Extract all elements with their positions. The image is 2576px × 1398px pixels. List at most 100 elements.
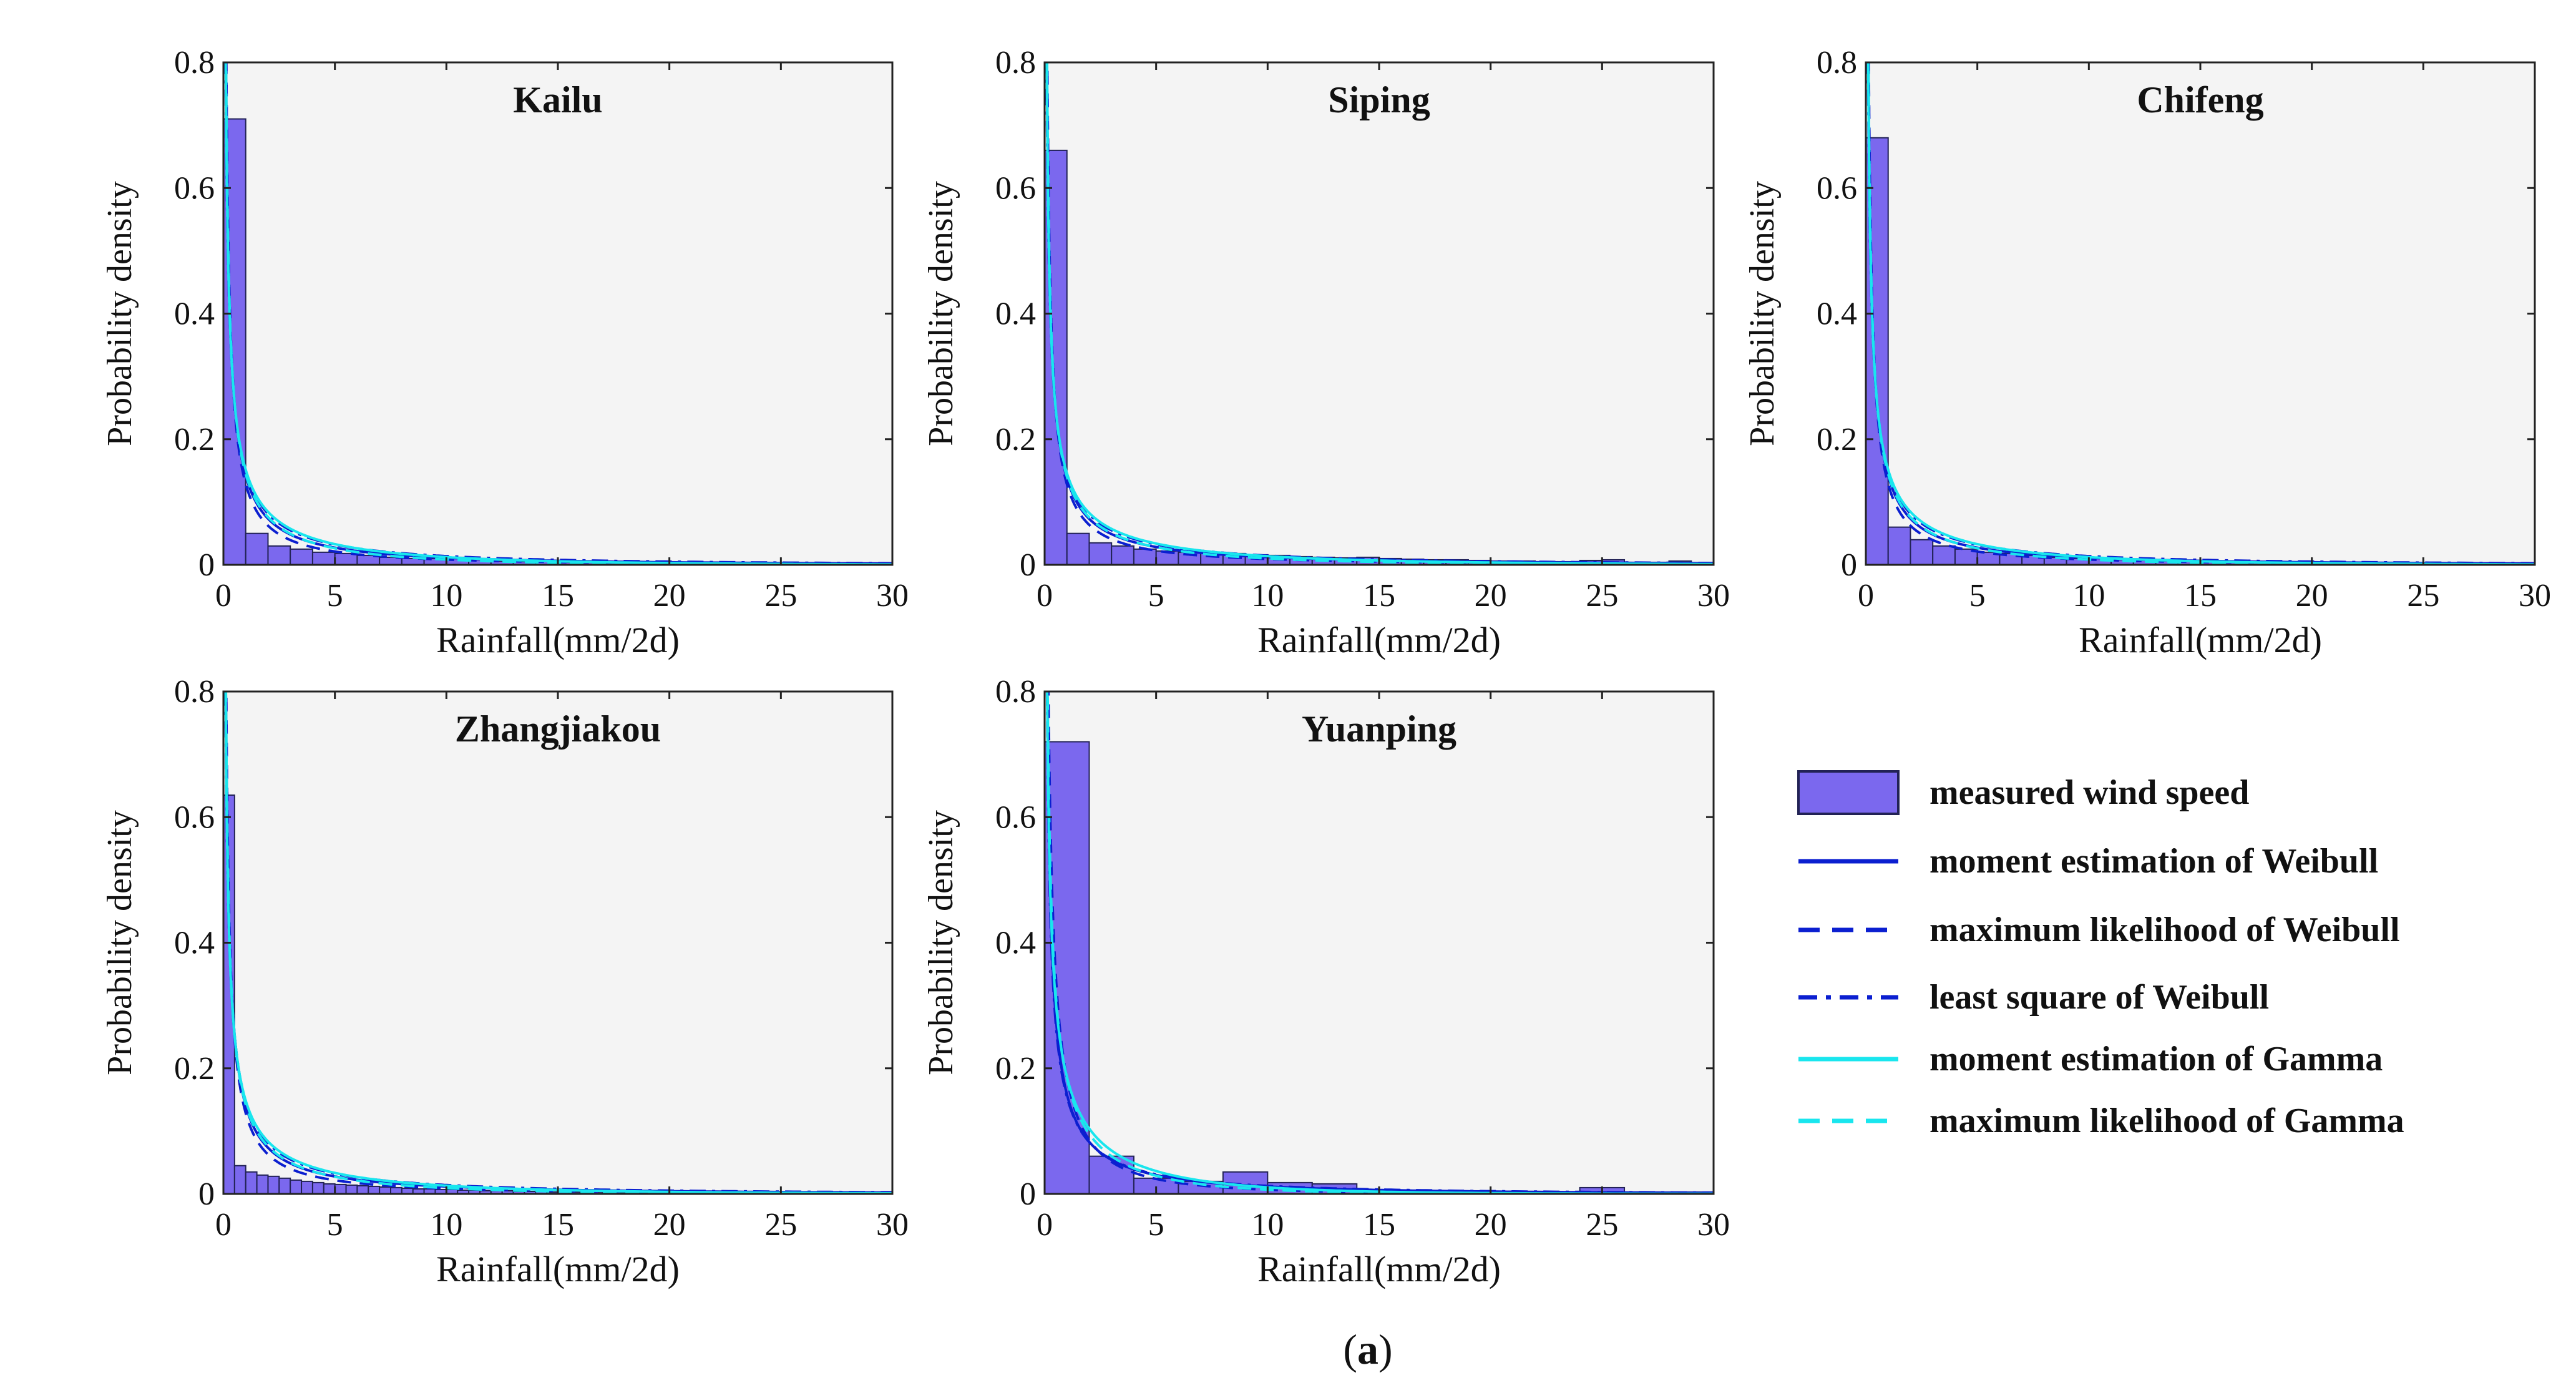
y-tick-label: 0 (198, 547, 215, 583)
fit-curve-gamma-moment (224, 62, 892, 565)
x-tick-label: 25 (764, 578, 797, 613)
y-tick-label: 0.4 (174, 296, 215, 332)
x-tick-label: 15 (542, 1207, 574, 1243)
x-tick-label: 30 (1697, 1207, 1730, 1243)
histogram-bar (334, 552, 358, 565)
x-tick-label: 10 (430, 1207, 462, 1243)
histogram-bar (278, 1177, 291, 1194)
chart-panel-kailu: 0 5 10 15 20 25 30 0 0.2 0.4 0.6 0.8 Kailu Rainfall(m… (100, 45, 909, 660)
histogram-bar (267, 1175, 280, 1194)
x-tick-label: 5 (1148, 1207, 1164, 1243)
x-tick-label: 10 (1251, 1207, 1284, 1243)
x-tick-label: 5 (327, 1207, 343, 1243)
x-tick-label: 15 (2184, 578, 2217, 613)
x-tick-label: 0 (1037, 1207, 1053, 1243)
histogram-bar (390, 1186, 402, 1194)
y-tick-label: 0 (198, 1176, 215, 1212)
fit-curve-gamma-moment (1046, 692, 1714, 1194)
x-tick-label: 25 (1586, 1207, 1618, 1243)
fit-curves (1045, 62, 1714, 565)
chart-title: Zhangjiakou (455, 708, 661, 750)
fit-curve-weibull-ls (1045, 692, 1714, 1194)
chart-title: Siping (1328, 79, 1430, 120)
chart-panel-chifeng: 0 5 10 15 20 25 30 0 0.2 0.4 0.6 0.8 Chifeng Rainfall… (1743, 45, 2551, 660)
legend-item-4: least square of Weibull (1798, 978, 2269, 1017)
histogram-bars (223, 794, 892, 1194)
fit-curve-weibull-ml (1046, 62, 1714, 565)
x-tick-label: 15 (542, 578, 574, 613)
y-tick-label: 0.8 (174, 45, 215, 81)
plot-area (1045, 62, 1714, 565)
fit-curve-gamma-ml (1867, 62, 2535, 565)
y-tick-label: 0 (1020, 547, 1036, 583)
x-tick-label: 20 (1475, 1207, 1507, 1243)
legend-item-1: measured wind speed (1797, 770, 2249, 815)
x-tick-label: 25 (2407, 578, 2439, 613)
y-tick-label: 0.8 (995, 45, 1036, 81)
plot-area (1045, 692, 1714, 1194)
x-tick-label: 0 (215, 578, 232, 613)
y-axis-label: Probability density (100, 181, 139, 446)
x-tick-label: 25 (764, 1207, 797, 1243)
legend-label: maximum likelihood of Gamma (1930, 1102, 2404, 1140)
x-tick-label: 20 (2296, 578, 2328, 613)
chart-panel-zhangjiakou: 0 5 10 15 20 25 30 0 0.2 0.4 0.6 0.8 Zhangjiakou Rain… (100, 674, 909, 1289)
y-tick-label: 0.6 (995, 170, 1036, 206)
x-axis-label: Rainfall(mm/2d) (436, 1249, 680, 1289)
histogram-bar (245, 532, 269, 565)
histogram-bar (223, 794, 235, 1194)
histogram-bar (323, 1183, 336, 1194)
y-tick-label: 0.2 (995, 1051, 1036, 1087)
legend-label: least square of Weibull (1930, 978, 2269, 1017)
x-tick-label: 5 (1148, 578, 1164, 613)
y-tick-label: 0.8 (1817, 45, 1857, 81)
x-axis-label: Rainfall(mm/2d) (2079, 620, 2322, 660)
legend-label: measured wind speed (1930, 773, 2249, 812)
y-tick-label: 0.2 (174, 422, 215, 457)
histogram-bar (267, 545, 291, 565)
chart-panel-siping: 0 5 10 15 20 25 30 0 0.2 0.4 0.6 0.8 Siping Rainfall(… (922, 45, 1730, 660)
y-tick-label: 0.6 (174, 799, 215, 835)
x-tick-label: 30 (2519, 578, 2551, 613)
y-tick-label: 0.6 (1817, 170, 1857, 206)
x-axis-label: Rainfall(mm/2d) (1257, 1249, 1501, 1289)
histogram-bar (1133, 548, 1157, 565)
histogram-bar (334, 1183, 347, 1194)
y-tick-label: 0 (1020, 1176, 1036, 1212)
fit-curve-weibull-ml (225, 692, 892, 1194)
legend: measured wind speed moment estimation of … (1797, 770, 2404, 1140)
histogram-bar (311, 1181, 324, 1194)
x-tick-label: 20 (653, 578, 686, 613)
legend-label: moment estimation of Gamma (1930, 1040, 2383, 1078)
histogram-bar (356, 1185, 369, 1194)
y-tick-label: 0.8 (995, 674, 1036, 710)
y-tick-label: 0.6 (174, 170, 215, 206)
fit-curve-gamma-ml (1046, 692, 1714, 1194)
x-tick-label: 10 (430, 578, 462, 613)
histogram-bar (379, 1186, 392, 1194)
x-tick-label: 25 (1586, 578, 1618, 613)
histogram-bar (1910, 539, 1934, 565)
fit-curves (224, 692, 892, 1194)
fit-curves (1045, 692, 1714, 1194)
histogram-bar (311, 551, 336, 565)
x-tick-label: 15 (1363, 578, 1395, 613)
histogram-bar (256, 1174, 269, 1194)
y-axis-label: Probability density (922, 810, 960, 1075)
chart-title: Chifeng (2137, 79, 2263, 120)
plot-area (223, 692, 892, 1194)
histogram-bar (301, 1180, 313, 1194)
y-axis-label: Probability density (1743, 181, 1782, 446)
y-tick-label: 0.2 (1817, 422, 1857, 457)
x-tick-label: 20 (1475, 578, 1507, 613)
histogram-bar (290, 548, 313, 565)
legend-label: maximum likelihood of Weibull (1930, 911, 2400, 949)
y-tick-label: 0.4 (995, 296, 1036, 332)
legend-item-5: moment estimation of Gamma (1798, 1040, 2383, 1078)
x-tick-label: 5 (327, 578, 343, 613)
figure-caption: (a) (1343, 1326, 1392, 1373)
x-tick-label: 0 (1037, 578, 1053, 613)
histogram-bar (1066, 532, 1090, 565)
plot-area (223, 62, 892, 565)
chart-title: Yuanping (1302, 708, 1456, 750)
